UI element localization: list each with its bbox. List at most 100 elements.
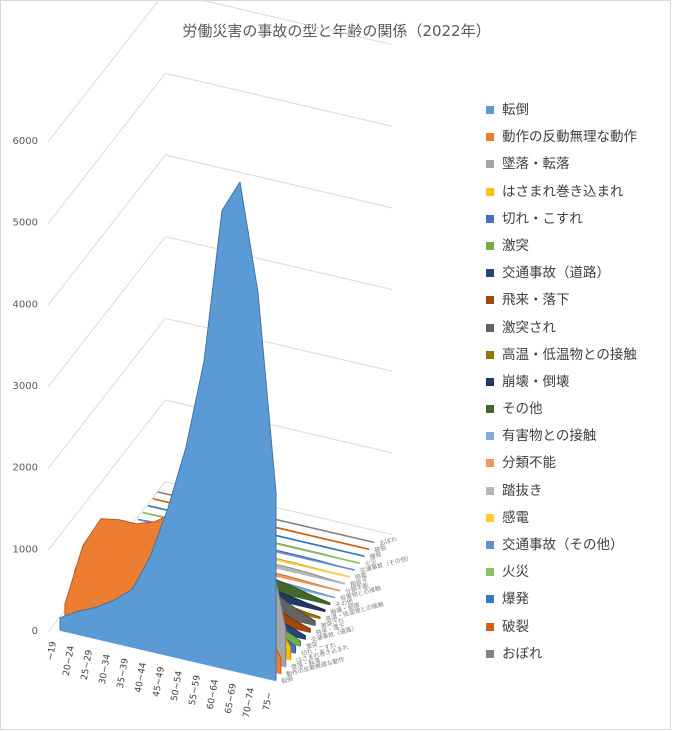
legend-label: 墜落・転落 [502,156,570,173]
legend-item: 爆発 [486,589,671,616]
legend-swatch [486,541,494,549]
legend-swatch [486,595,494,604]
x-tick-label: 50~54 [170,670,185,702]
legend-swatch [486,622,494,631]
legend-swatch [486,513,494,522]
legend-item: 有害物との接触 [486,426,671,453]
legend-item: 飛来・落下 [486,290,671,317]
legend-item: 切れ・こすれ [486,209,671,236]
legend-swatch [486,568,494,577]
legend-swatch [486,649,494,658]
legend-item: 墜落・転落 [486,154,671,181]
legend-swatch [486,187,494,196]
gridline [47,317,393,469]
legend-item: 崩壊・倒壊 [486,372,671,399]
gridline [47,236,393,388]
legend-label: はさまれ巻き込まれ [502,183,624,200]
x-tick-label: 30~34 [98,653,113,685]
legend-item: 交通事故（その他） [486,535,671,562]
legend-item: その他 [486,399,671,426]
legend-item: 感電 [486,508,671,535]
depth-tick-label: 激突 [305,640,319,651]
gridline [47,0,393,143]
gridline [47,72,393,224]
depth-tick-label: 爆発 [369,550,383,561]
legend-label: 激突され [502,319,556,336]
gridline [47,399,393,551]
legend-label: 転倒 [502,102,529,118]
legend-item: 分類不能 [486,453,671,480]
y-tick-label: 6000 [13,136,38,147]
legend-swatch [486,241,494,250]
legend-label: 高温・低温物との接触 [502,346,637,363]
legend-label: 火災 [502,564,529,581]
x-tick-label: 75~ [262,691,275,711]
legend-item: はさまれ巻き込まれ [486,182,671,209]
y-tick-label: 2000 [13,463,38,474]
legend-swatch [486,323,494,332]
legend-label: おぼれ [502,645,543,662]
x-tick-label: 70~74 [242,687,257,719]
depth-tick-label: 破裂 [374,543,388,554]
legend-swatch [486,459,494,468]
x-tick-label: ~19 [46,641,59,662]
legend: 転倒動作の反動無理な動作 墜落・転落はさまれ巻き込まれ 切れ・こすれ 激突交通事故（道… [486,100,671,671]
legend-label: その他 [502,401,543,418]
legend-swatch [486,133,494,142]
x-tick-label: 60~64 [206,678,221,710]
legend-swatch [486,377,494,386]
legend-label: 有害物との接触 [502,428,597,445]
legend-label: 飛来・落下 [502,292,570,309]
y-tick-label: 5000 [13,218,38,229]
depth-tick-label: 感電 [354,571,368,582]
legend-swatch [486,269,494,278]
legend-label: 切れ・こすれ [502,210,583,227]
y-tick-label: 3000 [13,381,38,392]
y-tick-label: 0 [32,626,38,637]
legend-label: 交通事故（その他） [502,537,624,553]
legend-swatch [486,296,494,305]
legend-swatch [486,432,494,441]
legend-label: 爆発 [502,591,529,608]
legend-swatch [486,405,494,414]
legend-item: 踏抜き [486,481,671,508]
legend-label: 交通事故（道路） [502,265,610,282]
legend-item: 激突され [486,318,671,345]
x-tick-label: 20~24 [62,645,77,677]
legend-item: 火災 [486,562,671,589]
y-axis: 0 1000 2000 3000 4000 5000 6000 [13,136,38,637]
legend-item: 動作の反動無理な動作 [486,127,671,154]
x-tick-label: 55~59 [188,674,203,706]
legend-item: 激突 [486,236,671,263]
x-tick-label: 40~44 [134,662,149,694]
legend-swatch [486,350,494,359]
legend-swatch [486,486,494,495]
legend-swatch [486,160,494,169]
legend-label: 分類不能 [502,455,556,472]
legend-item: 高温・低温物との接触 [486,345,671,372]
legend-label: 踏抜き [502,482,543,499]
chart-title: 労働災害の事故の型と年齢の関係（2022年） [182,22,491,40]
depth-tick-label: 転倒 [280,674,294,685]
x-tick-label: 35~39 [116,657,131,689]
legend-label: 崩壊・倒壊 [502,373,570,390]
gridline [47,154,393,306]
legend-item: おぼれ [486,644,671,671]
y-tick-label: 4000 [13,299,38,310]
legend-label: 破裂 [502,618,529,635]
legend-label: 激突 [502,237,529,254]
legend-label: 動作の反動無理な動作 [502,129,637,146]
legend-label: 感電 [502,509,529,526]
depth-tick-label: おぼれ [379,536,398,547]
series-areas [59,181,375,682]
legend-swatch [486,214,494,223]
legend-item: 交通事故（道路） [486,263,671,290]
legend-item: 転倒 [486,100,671,127]
legend-swatch [486,106,494,114]
depth-tick-label: 火災 [364,558,377,568]
x-tick-label: 25~29 [80,649,95,681]
series-floor-line-1 [59,629,277,682]
legend-item: 破裂 [486,617,671,644]
